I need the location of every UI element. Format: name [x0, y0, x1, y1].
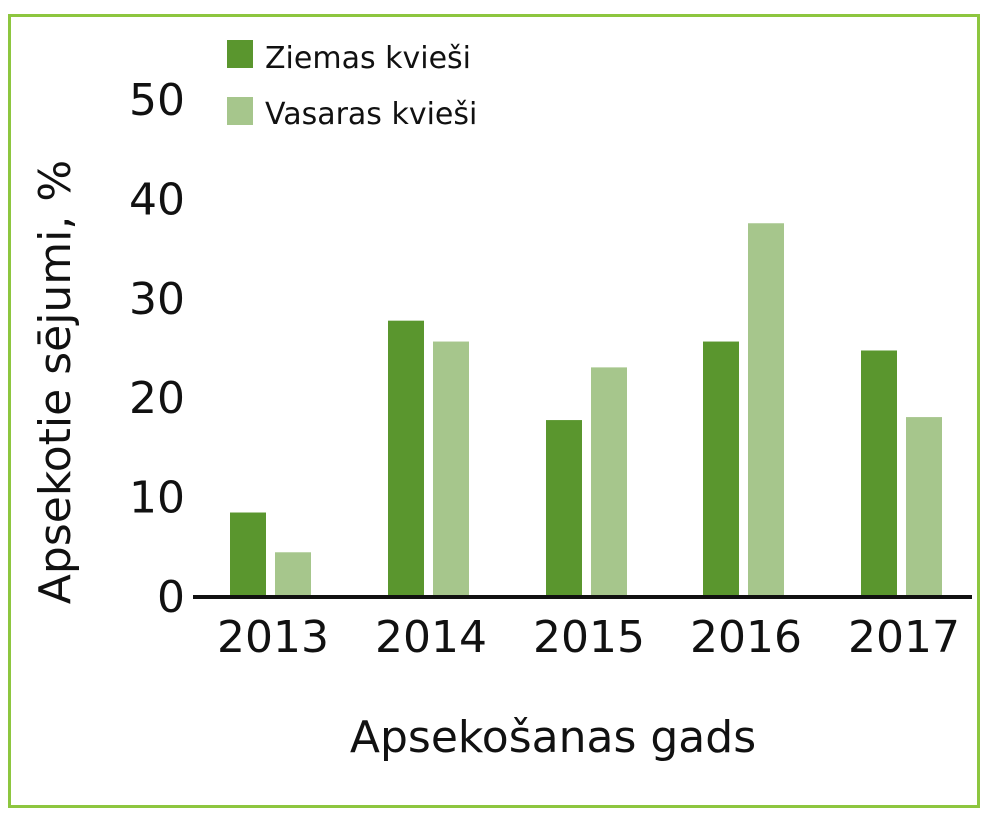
x-tick-label: 2014: [375, 612, 487, 663]
x-tick-label: 2017: [848, 612, 960, 663]
x-tick-label: 2016: [690, 612, 802, 663]
bar-ziemas-kviei-2014: [388, 320, 424, 597]
x-tick-label: 2013: [217, 612, 329, 663]
y-tick-label: 10: [129, 473, 185, 524]
bar-vasaras-kviei-2013: [275, 552, 311, 597]
bar-ziemas-kviei-2015: [546, 420, 582, 597]
x-tick-label: 2015: [533, 612, 645, 663]
bars: [230, 223, 942, 598]
y-tick-label: 20: [129, 373, 185, 424]
y-axis-title: Apsekotie sējumi, %: [30, 160, 81, 604]
y-tick-label: 0: [157, 572, 185, 623]
bar-ziemas-kviei-2016: [703, 341, 739, 597]
bar-vasaras-kviei-2014: [433, 341, 469, 597]
x-axis-title: Apsekošanas gads: [350, 712, 756, 763]
legend-label-vasaras-kviesi: Vasaras kvieši: [265, 97, 477, 132]
legend-swatch-vasaras-kviesi: [227, 97, 253, 125]
bar-vasaras-kviei-2017: [906, 417, 942, 597]
bar-ziemas-kviei-2013: [230, 512, 266, 597]
bar-vasaras-kviei-2015: [591, 367, 627, 597]
legend-label-ziemas-kviesi: Ziemas kvieši: [265, 41, 471, 76]
bar-ziemas-kviei-2017: [861, 350, 897, 597]
y-tick-label: 30: [129, 274, 185, 325]
bar-vasaras-kviei-2016: [748, 223, 784, 598]
legend-swatch-ziemas-kviesi: [227, 40, 253, 68]
y-axis-ticks: 0 10 20 30 40 50: [129, 75, 185, 623]
y-tick-label: 40: [129, 174, 185, 225]
legend: Ziemas kvieši Vasaras kvieši: [227, 40, 477, 132]
x-axis-ticks: 2013 2014 2015 2016 2017: [217, 612, 960, 663]
y-tick-label: 50: [129, 75, 185, 126]
chart-frame: [8, 14, 980, 808]
